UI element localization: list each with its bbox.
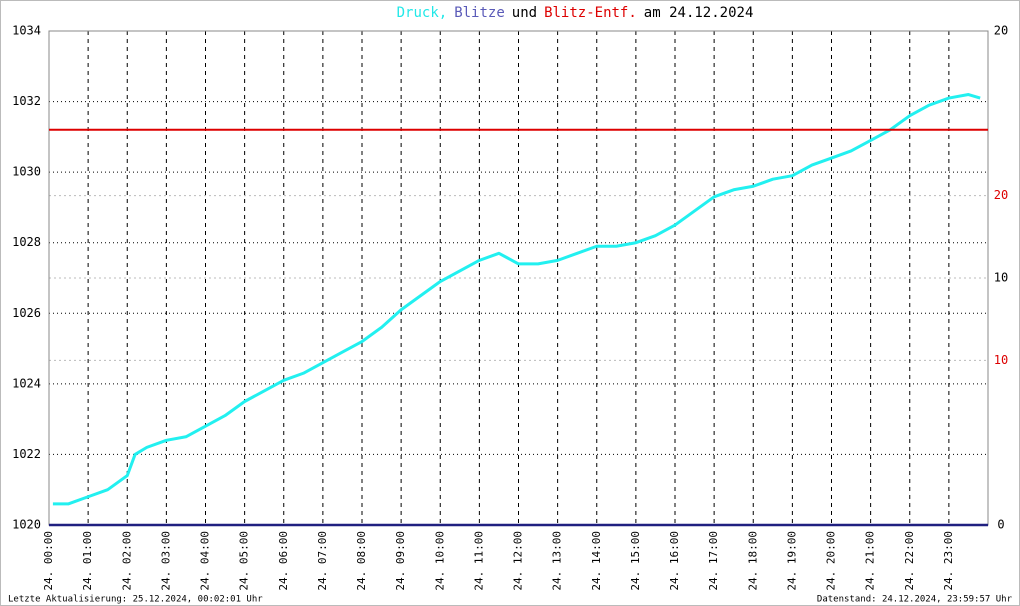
x-tick-label: 24. 03:00: [159, 531, 172, 591]
y-tick-label: 1026: [12, 306, 41, 320]
x-tick-label: 24. 22:00: [903, 531, 916, 591]
y-tick-label: 1022: [12, 447, 41, 461]
x-tick-label: 24. 05:00: [238, 531, 251, 591]
x-tick-label: 24. 19:00: [785, 531, 798, 591]
series-line: [52, 93, 981, 506]
x-tick-label: 24. 11:00: [472, 531, 485, 591]
title-part: am 24.12.2024: [644, 5, 754, 21]
x-tick-label: 24. 08:00: [355, 531, 368, 591]
chart-title: Druck, Blitze und Blitz-Entf. am 24.12.2024: [397, 5, 754, 21]
footer-left: Letzte Aktualisierung: 25.12.2024, 00:02…: [8, 595, 263, 605]
x-tick-label: 24. 21:00: [864, 531, 877, 591]
x-tick-label: 24. 01:00: [81, 531, 94, 591]
y3-tick-label: 20: [994, 188, 1008, 202]
y3-tick-label: 10: [994, 353, 1008, 367]
x-tick-label: 24. 04:00: [199, 531, 212, 591]
x-tick-label: 24. 00:00: [42, 531, 55, 591]
y-tick-label: 1028: [12, 235, 41, 249]
y-tick-label: 1034: [12, 24, 41, 38]
x-tick-label: 24. 17:00: [707, 531, 720, 591]
y-tick-label: 1032: [12, 94, 41, 108]
x-tick-label: 24. 06:00: [277, 531, 290, 591]
y-tick-label: 1020: [12, 518, 41, 532]
y2-tick-label: 20: [994, 24, 1008, 38]
x-tick-label: 24. 09:00: [394, 531, 407, 591]
y-tick-label: 1030: [12, 165, 41, 179]
x-tick-label: 24. 02:00: [120, 531, 133, 591]
title-part: und: [512, 5, 537, 21]
x-tick-label: 24. 14:00: [590, 531, 603, 591]
title-part: Blitze: [454, 5, 505, 21]
x-tick-label: 24. 23:00: [942, 531, 955, 591]
footer-right: Datenstand: 24.12.2024, 23:59:57 Uhr: [817, 595, 1013, 605]
x-tick-label: 24. 16:00: [668, 531, 681, 591]
x-tick-label: 24. 12:00: [512, 531, 525, 591]
y2-tick-label: 10: [994, 271, 1008, 285]
title-part: Druck,: [397, 5, 448, 21]
x-tick-label: 24. 10:00: [433, 531, 446, 591]
title-part: Blitz-Entf.: [544, 5, 637, 21]
x-tick-label: 24. 07:00: [316, 531, 329, 591]
y-tick-label: 1024: [12, 376, 41, 390]
y2-tick-label: 0: [997, 518, 1004, 532]
x-tick-label: 24. 18:00: [746, 531, 759, 591]
x-tick-label: 24. 13:00: [551, 531, 564, 591]
x-tick-label: 24. 15:00: [629, 531, 642, 591]
x-tick-label: 24. 20:00: [825, 531, 838, 591]
